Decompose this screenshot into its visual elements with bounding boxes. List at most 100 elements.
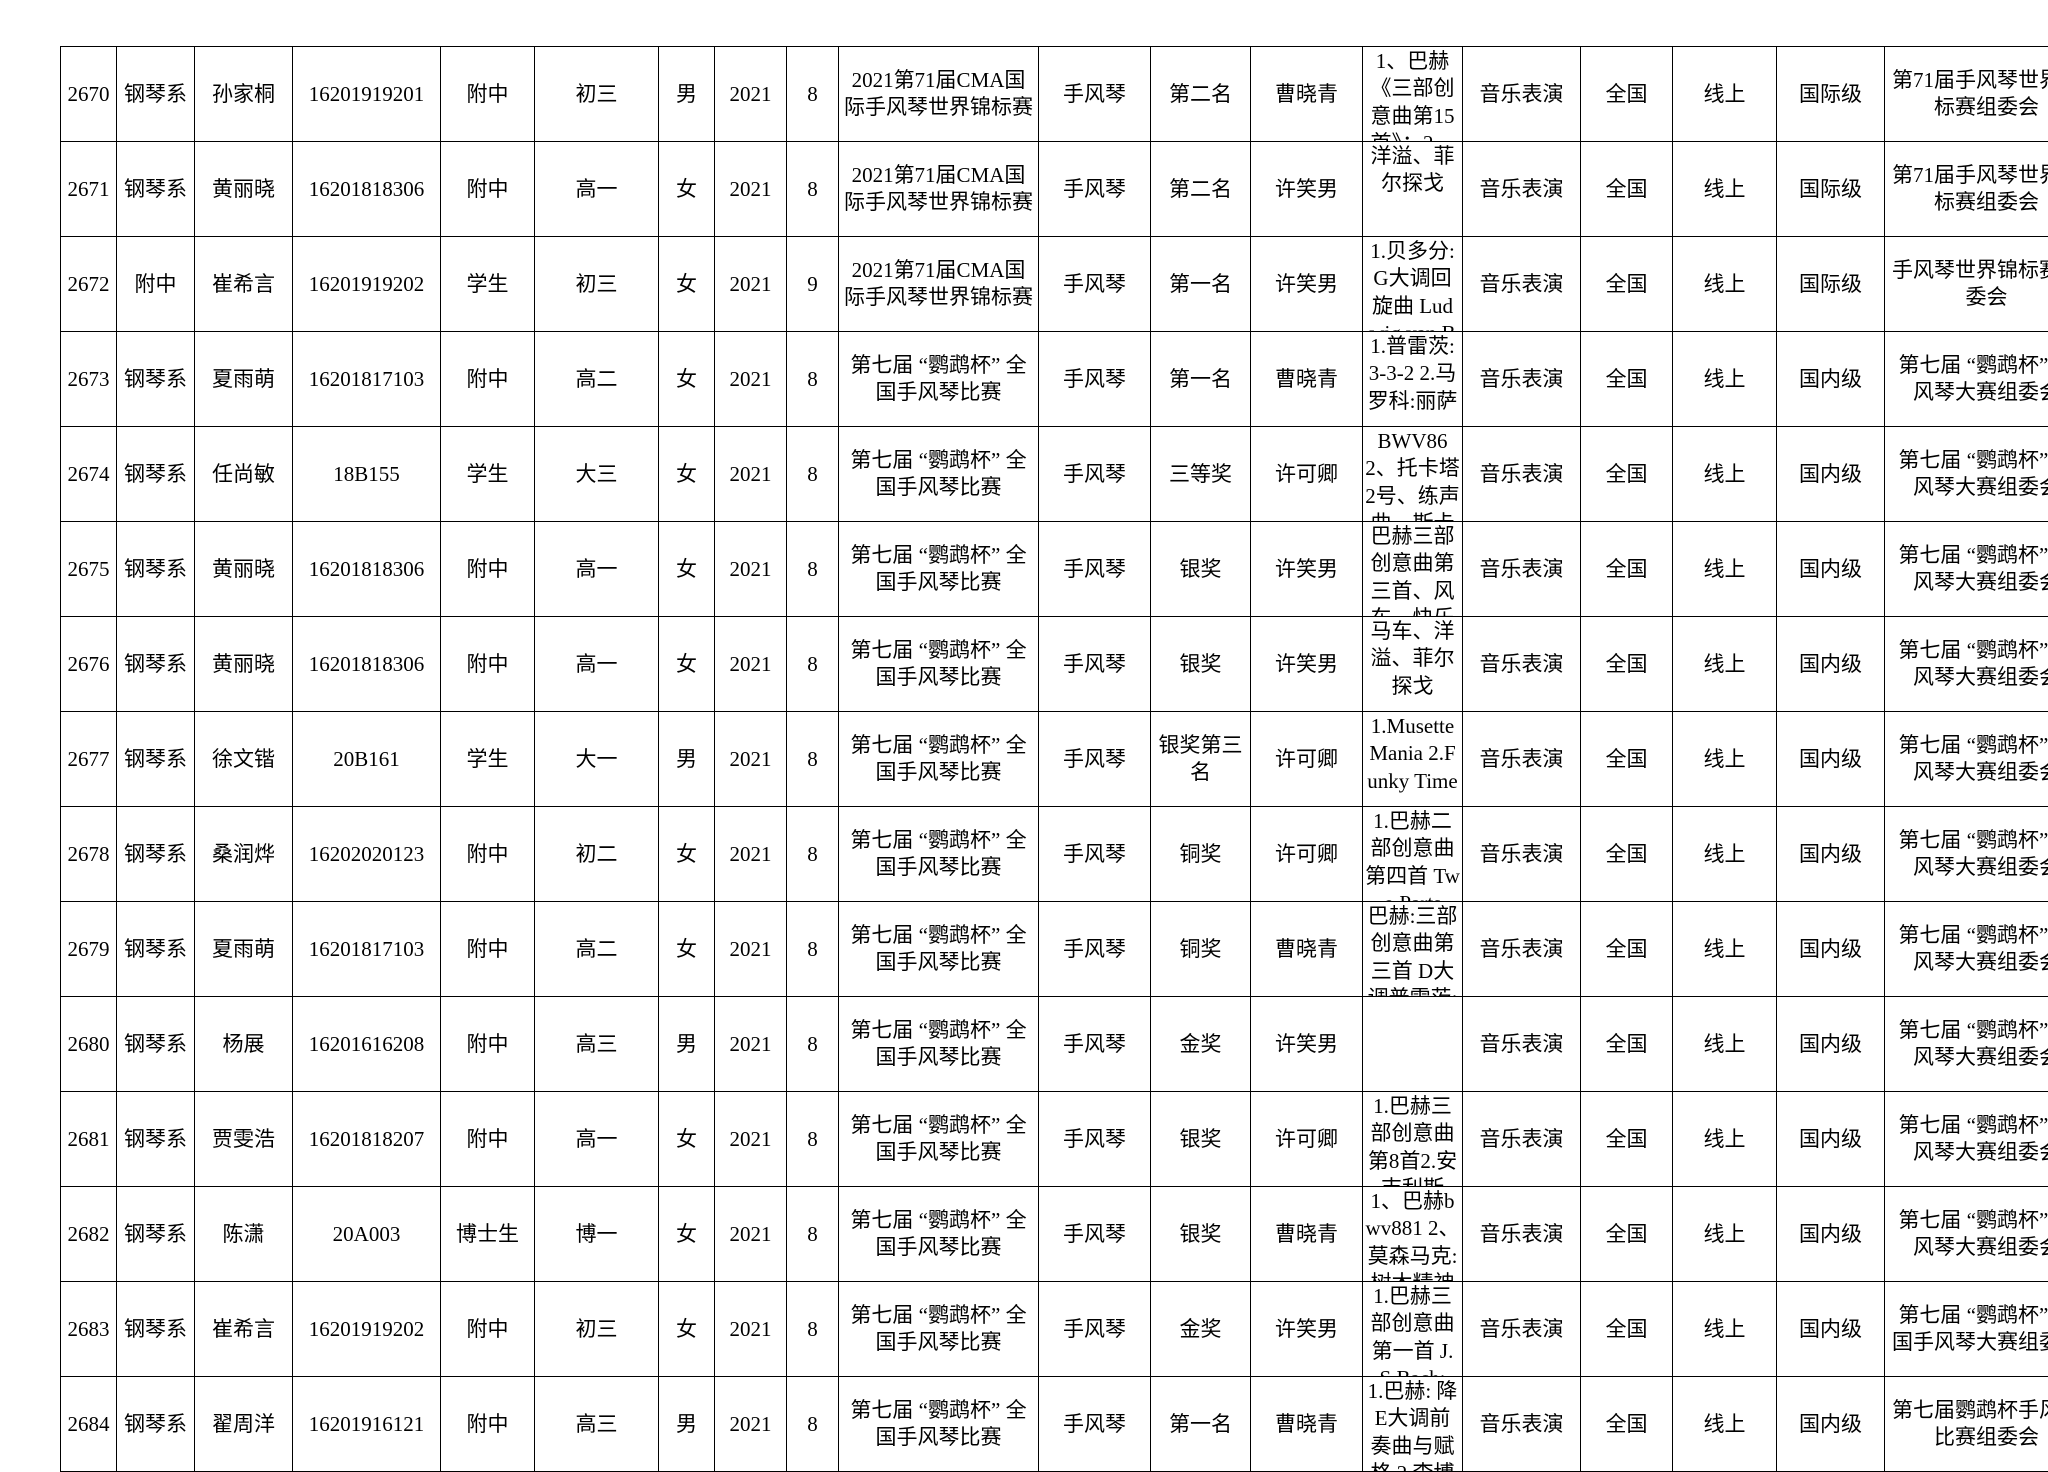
cell-student-name: 黄丽晓	[195, 522, 293, 617]
cell-grade: 高三	[535, 1377, 659, 1472]
cell-prize: 银奖	[1151, 617, 1251, 712]
cell-grade: 高一	[535, 142, 659, 237]
cell-gender: 男	[659, 997, 715, 1092]
cell-department: 钢琴系	[117, 1092, 195, 1187]
cell-rank: 国内级	[1777, 427, 1885, 522]
cell-instrument: 手风琴	[1039, 427, 1151, 522]
cell-sequence: 2679	[61, 902, 117, 997]
cell-level: 附中	[441, 522, 535, 617]
cell-teacher: 许可卿	[1251, 712, 1363, 807]
cell-department: 钢琴系	[117, 807, 195, 902]
cell-teacher: 曹晓青	[1251, 332, 1363, 427]
cell-level: 博士生	[441, 1187, 535, 1282]
cell-contest-name: 第七届 “鹦鹉杯” 全国手风琴比赛	[839, 997, 1039, 1092]
cell-form: 线上	[1673, 1282, 1777, 1377]
cell-rank: 国内级	[1777, 1187, 1885, 1282]
cell-major: 音乐表演	[1463, 332, 1581, 427]
cell-level: 附中	[441, 47, 535, 142]
cell-form: 线上	[1673, 1187, 1777, 1282]
cell-gender: 女	[659, 522, 715, 617]
cell-month: 8	[787, 1377, 839, 1472]
cell-teacher: 曹晓青	[1251, 902, 1363, 997]
cell-prize: 第二名	[1151, 142, 1251, 237]
cell-teacher: 许笑男	[1251, 237, 1363, 332]
cell-prize: 第一名	[1151, 1377, 1251, 1472]
cell-scope: 全国	[1581, 47, 1673, 142]
cell-student-id: 16201616208	[293, 997, 441, 1092]
works-text: 1.Musette Mania 2.Funky Time	[1363, 712, 1462, 806]
cell-organizer: 第七届 “鹦鹉杯” 手风琴大赛组委会	[1885, 712, 2048, 807]
cell-organizer: 第七届 “鹦鹉杯” 手风琴大赛组委会	[1885, 1187, 2048, 1282]
cell-form: 线上	[1673, 47, 1777, 142]
cell-prize: 银奖第三名	[1151, 712, 1251, 807]
cell-teacher: 曹晓青	[1251, 47, 1363, 142]
cell-major: 音乐表演	[1463, 1187, 1581, 1282]
cell-grade: 大一	[535, 712, 659, 807]
cell-rank: 国内级	[1777, 332, 1885, 427]
cell-scope: 全国	[1581, 902, 1673, 997]
cell-department: 钢琴系	[117, 617, 195, 712]
cell-student-id: 16201817103	[293, 902, 441, 997]
cell-contest-name: 第七届 “鹦鹉杯” 全国手风琴比赛	[839, 1282, 1039, 1377]
cell-student-name: 贾雯浩	[195, 1092, 293, 1187]
cell-sequence: 2671	[61, 142, 117, 237]
cell-form: 线上	[1673, 237, 1777, 332]
cell-grade: 高一	[535, 1092, 659, 1187]
cell-year: 2021	[715, 997, 787, 1092]
cell-prize: 金奖	[1151, 997, 1251, 1092]
cell-student-id: 20B161	[293, 712, 441, 807]
works-text: 1.巴赫三部创意曲第一首 J.S.Bach:	[1363, 1282, 1462, 1376]
cell-level: 学生	[441, 237, 535, 332]
cell-grade: 博一	[535, 1187, 659, 1282]
cell-scope: 全国	[1581, 332, 1673, 427]
cell-department: 钢琴系	[117, 1377, 195, 1472]
cell-level: 附中	[441, 997, 535, 1092]
cell-department: 钢琴系	[117, 1282, 195, 1377]
cell-instrument: 手风琴	[1039, 712, 1151, 807]
cell-gender: 女	[659, 807, 715, 902]
cell-teacher: 许笑男	[1251, 1282, 1363, 1377]
cell-sequence: 2678	[61, 807, 117, 902]
cell-form: 线上	[1673, 522, 1777, 617]
cell-student-name: 黄丽晓	[195, 142, 293, 237]
cell-department: 钢琴系	[117, 47, 195, 142]
cell-level: 附中	[441, 807, 535, 902]
cell-year: 2021	[715, 332, 787, 427]
works-text: 巴赫:三部创意曲第三首 D大调普雷茨:3-	[1363, 902, 1462, 996]
cell-grade: 高二	[535, 902, 659, 997]
cell-works: 马车、洋溢、菲尔探戈	[1363, 617, 1463, 712]
cell-year: 2021	[715, 1092, 787, 1187]
cell-student-name: 徐文锴	[195, 712, 293, 807]
cell-scope: 全国	[1581, 617, 1673, 712]
cell-year: 2021	[715, 47, 787, 142]
cell-student-id: 16201916121	[293, 1377, 441, 1472]
cell-month: 8	[787, 47, 839, 142]
cell-grade: 初三	[535, 1282, 659, 1377]
cell-contest-name: 2021第71届CMA国际手风琴世界锦标赛	[839, 237, 1039, 332]
cell-rank: 国内级	[1777, 617, 1885, 712]
cell-teacher: 许可卿	[1251, 427, 1363, 522]
works-text: 1.巴赫二部创意曲第四首 Two Parts	[1363, 807, 1462, 901]
cell-teacher: 许笑男	[1251, 617, 1363, 712]
cell-scope: 全国	[1581, 522, 1673, 617]
cell-scope: 全国	[1581, 427, 1673, 522]
cell-major: 音乐表演	[1463, 47, 1581, 142]
cell-student-id: 16201818306	[293, 142, 441, 237]
cell-contest-name: 第七届 “鹦鹉杯” 全国手风琴比赛	[839, 1187, 1039, 1282]
cell-level: 学生	[441, 427, 535, 522]
cell-prize: 铜奖	[1151, 807, 1251, 902]
cell-works: 1.巴赫: 降E大调前奏曲与赋格 2.李博禅:	[1363, 1377, 1463, 1472]
cell-level: 附中	[441, 1092, 535, 1187]
cell-organizer: 第71届手风琴世界锦标赛组委会	[1885, 142, 2048, 237]
cell-sequence: 2681	[61, 1092, 117, 1187]
cell-level: 附中	[441, 1377, 535, 1472]
cell-sequence: 2676	[61, 617, 117, 712]
cell-grade: 高一	[535, 522, 659, 617]
cell-instrument: 手风琴	[1039, 142, 1151, 237]
cell-scope: 全国	[1581, 1187, 1673, 1282]
cell-rank: 国内级	[1777, 522, 1885, 617]
